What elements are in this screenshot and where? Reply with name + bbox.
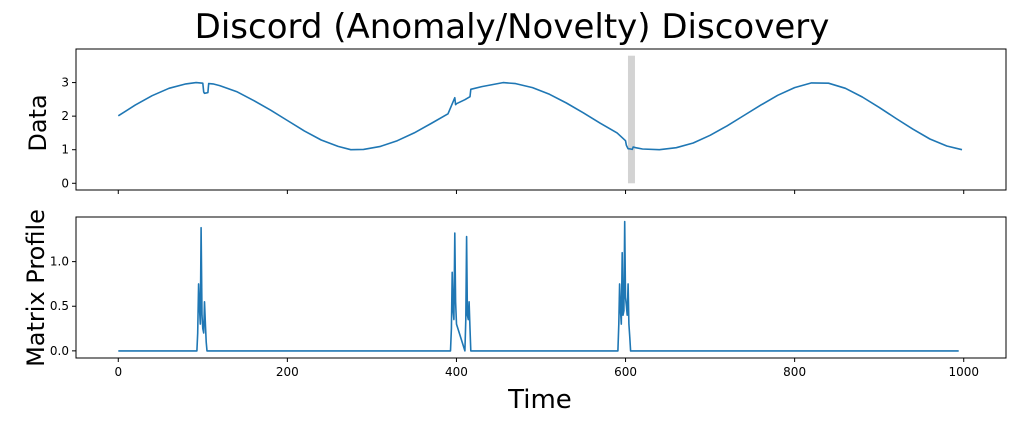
data-y-axis-label: Data <box>24 94 52 151</box>
y-tick-label: 0.5 <box>50 299 69 313</box>
y-tick-label: 2 <box>61 109 69 123</box>
x-tick-label: 600 <box>614 365 637 379</box>
chart-title: Discord (Anomaly/Novelty) Discovery <box>195 7 830 47</box>
x-axis-label: Time <box>507 385 572 415</box>
x-tick-label: 200 <box>276 365 299 379</box>
matrix-profile-axes-frame <box>75 216 1007 359</box>
matrix-profile-y-axis-label: Matrix Profile <box>22 209 50 367</box>
x-tick-label: 400 <box>445 365 468 379</box>
matrix-profile-line <box>118 220 959 352</box>
discord-highlight <box>627 55 635 184</box>
x-tick-label: 0 <box>114 365 122 379</box>
x-tick-label: 1000 <box>948 365 979 379</box>
y-tick-label: 0 <box>61 176 69 190</box>
data-axes-frame <box>75 48 1007 191</box>
y-tick-label: 3 <box>61 76 69 90</box>
matrix-profile-panel: Matrix Profile 0.0 0.5 1.0 0 200 400 600 800 100… <box>22 209 1007 379</box>
y-tick-label: 1.0 <box>50 255 69 269</box>
x-tick-label: 800 <box>783 365 806 379</box>
y-tick-label: 1 <box>61 143 69 157</box>
y-tick-label: 0.0 <box>50 344 69 358</box>
data-line <box>117 81 963 151</box>
data-panel: Data 0 1 2 3 <box>24 48 1007 194</box>
